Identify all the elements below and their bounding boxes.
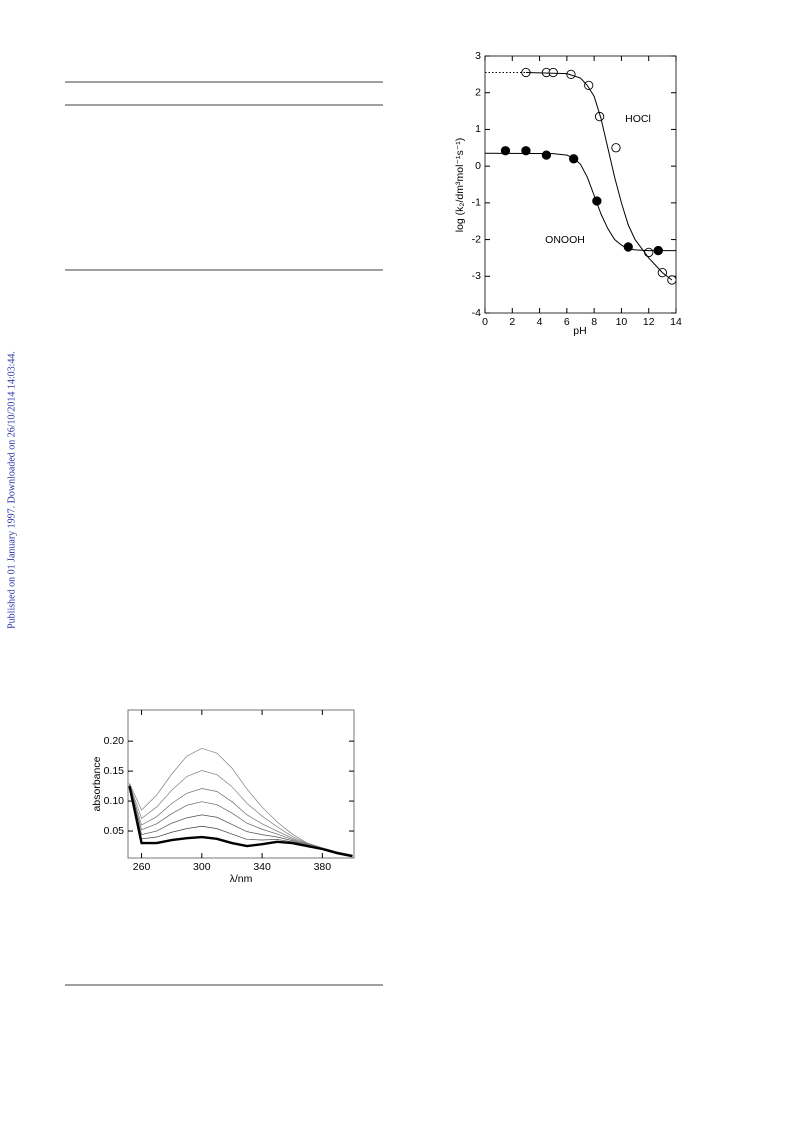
y-tick-label: 0.15	[104, 765, 125, 777]
spectrum-line	[129, 747, 353, 856]
annotation: ONOOH	[545, 234, 585, 246]
x-tick-label: 14	[670, 316, 682, 328]
x-axis-label: pH	[573, 325, 586, 337]
y-tick-label: 0.10	[104, 795, 125, 807]
y-tick-label: 0	[475, 160, 481, 172]
spectrum-line	[128, 785, 353, 858]
data-point	[548, 67, 558, 78]
x-tick-label: 0	[482, 316, 488, 328]
y-axis-label: absorbance	[91, 756, 103, 811]
y-tick-label: 0.05	[104, 825, 125, 837]
x-tick-label: 2	[509, 316, 515, 328]
spectrum-line	[129, 770, 353, 856]
x-tick-label: 300	[193, 861, 211, 873]
data-point	[584, 80, 594, 91]
y-axis-label: log (k₂/dm³mol⁻¹s⁻¹)	[454, 138, 466, 233]
data-point	[592, 196, 602, 206]
x-axis-label: λ/nm	[230, 873, 253, 885]
y-tick-label: -4	[472, 307, 481, 319]
x-tick-label: 8	[591, 316, 597, 328]
x-tick-label: 4	[537, 316, 543, 328]
y-tick-label: 2	[475, 86, 481, 98]
watermark: Published on 01 January 1997. Downloaded…	[6, 351, 17, 629]
y-tick-label: -1	[472, 197, 481, 209]
y-tick-label: 3	[475, 50, 481, 62]
fit-line	[484, 152, 676, 252]
x-tick-label: 10	[616, 316, 628, 328]
data-point	[644, 247, 654, 258]
data-point	[611, 143, 621, 153]
data-point	[566, 69, 576, 80]
y-tick-label: 0.20	[104, 735, 125, 747]
plot-frame	[484, 55, 677, 314]
fit-line	[525, 72, 673, 281]
x-tick-label: 380	[314, 861, 332, 873]
data-point	[500, 146, 511, 156]
y-tick-label: 1	[475, 123, 481, 135]
x-tick-label: 340	[253, 861, 271, 873]
data-point	[541, 150, 552, 160]
x-tick-label: 12	[643, 316, 655, 328]
plot-frame	[127, 709, 355, 859]
y-tick-label: -3	[472, 270, 481, 282]
data-point	[569, 154, 579, 164]
data-point	[521, 146, 531, 156]
y-tick-label: -2	[472, 233, 481, 245]
annotation: HOCl	[625, 113, 651, 125]
x-tick-label: 260	[133, 861, 151, 873]
x-tick-label: 6	[564, 316, 570, 328]
